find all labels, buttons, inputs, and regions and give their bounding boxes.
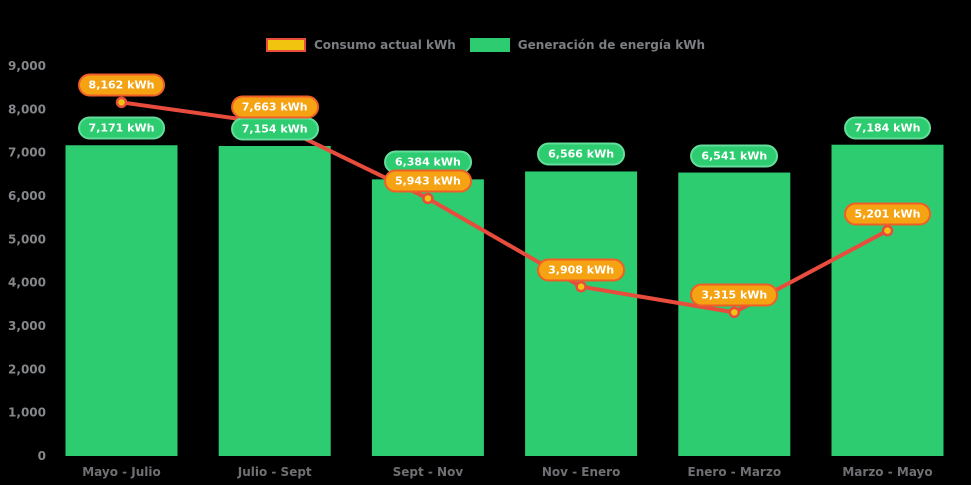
legend-label-consumo: Consumo actual kWh — [313, 38, 456, 52]
y-axis-tick-label: 1,000 — [8, 406, 46, 420]
consumo-point — [881, 224, 894, 237]
y-axis-tick-label: 6,000 — [8, 189, 46, 203]
x-axis-category-label: Sept - Nov — [393, 465, 464, 479]
consumo-point — [728, 306, 741, 319]
consumo-value-badge: 3,315 kWh — [690, 283, 779, 307]
x-axis-category-label: Mayo - Julio — [82, 465, 161, 479]
consumo-value-badge: 7,663 kWh — [230, 95, 319, 119]
y-axis-tick-label: 3,000 — [8, 319, 46, 333]
y-axis-tick-label: 5,000 — [8, 232, 46, 246]
x-axis-category-label: Marzo - Mayo — [842, 465, 932, 479]
consumo-value-badge: 5,943 kWh — [383, 169, 472, 193]
y-axis-tick-label: 2,000 — [8, 362, 46, 376]
generacion-bar — [831, 144, 944, 456]
x-axis-category-label: Julio - Sept — [237, 465, 312, 479]
consumo-swatch-icon — [265, 38, 306, 52]
y-axis-tick-label: 9,000 — [8, 59, 46, 73]
y-axis-tick-label: 8,000 — [8, 102, 46, 116]
generacion-value-badge: 7,171 kWh — [77, 116, 166, 140]
legend-label-generacion: Generación de energía kWh — [517, 38, 706, 52]
legend-item-generacion[interactable]: Generación de energía kWh — [469, 38, 706, 52]
generacion-bar — [218, 145, 331, 456]
consumo-point — [115, 96, 128, 109]
consumo-value-badge: 5,201 kWh — [843, 202, 932, 226]
generacion-value-badge: 6,566 kWh — [537, 142, 626, 166]
consumo-value-badge: 8,162 kWh — [77, 73, 166, 97]
x-axis-category-label: Enero - Marzo — [688, 465, 782, 479]
consumo-value-badge: 3,908 kWh — [537, 258, 626, 282]
y-axis-tick-label: 7,000 — [8, 146, 46, 160]
consumo-point — [422, 192, 434, 205]
generacion-bar — [525, 171, 638, 456]
consumo-point — [575, 280, 587, 293]
generacion-value-badge: 7,154 kWh — [230, 117, 319, 141]
chart-legend: Consumo actual kWh Generación de energía… — [0, 38, 971, 52]
x-axis-category-label: Nov - Enero — [542, 465, 621, 479]
generacion-value-badge: 6,541 kWh — [690, 144, 779, 168]
generacion-value-badge: 7,184 kWh — [843, 116, 932, 140]
y-axis-tick-label: 0 — [38, 449, 46, 463]
generacion-bar — [65, 145, 178, 457]
y-axis-tick-label: 4,000 — [8, 276, 46, 290]
legend-item-consumo[interactable]: Consumo actual kWh — [265, 38, 456, 52]
generacion-bar — [371, 179, 484, 457]
generacion-swatch-icon — [469, 38, 510, 52]
